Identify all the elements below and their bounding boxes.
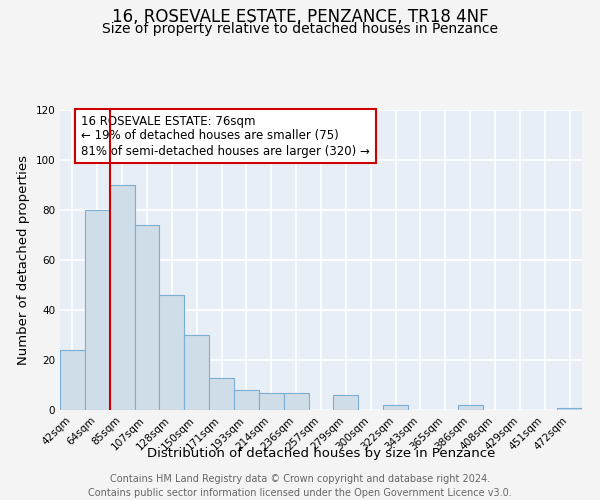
Text: 16, ROSEVALE ESTATE, PENZANCE, TR18 4NF: 16, ROSEVALE ESTATE, PENZANCE, TR18 4NF (112, 8, 488, 26)
Bar (110, 185, 134, 410)
Text: Contains HM Land Registry data © Crown copyright and database right 2024.
Contai: Contains HM Land Registry data © Crown c… (88, 474, 512, 498)
Bar (458, 405, 482, 410)
Bar (60, 350, 85, 410)
Bar (259, 392, 284, 410)
Bar (134, 225, 160, 410)
Bar (334, 395, 358, 410)
Bar (184, 335, 209, 410)
Bar (284, 392, 308, 410)
Text: Distribution of detached houses by size in Penzance: Distribution of detached houses by size … (147, 448, 495, 460)
Text: Size of property relative to detached houses in Penzance: Size of property relative to detached ho… (102, 22, 498, 36)
Bar (557, 408, 582, 410)
Bar (383, 405, 408, 410)
Bar (209, 378, 234, 410)
Text: 16 ROSEVALE ESTATE: 76sqm
← 19% of detached houses are smaller (75)
81% of semi-: 16 ROSEVALE ESTATE: 76sqm ← 19% of detac… (81, 114, 370, 158)
Bar (234, 390, 259, 410)
Bar (160, 295, 184, 410)
Y-axis label: Number of detached properties: Number of detached properties (17, 155, 30, 365)
Bar (85, 210, 110, 410)
